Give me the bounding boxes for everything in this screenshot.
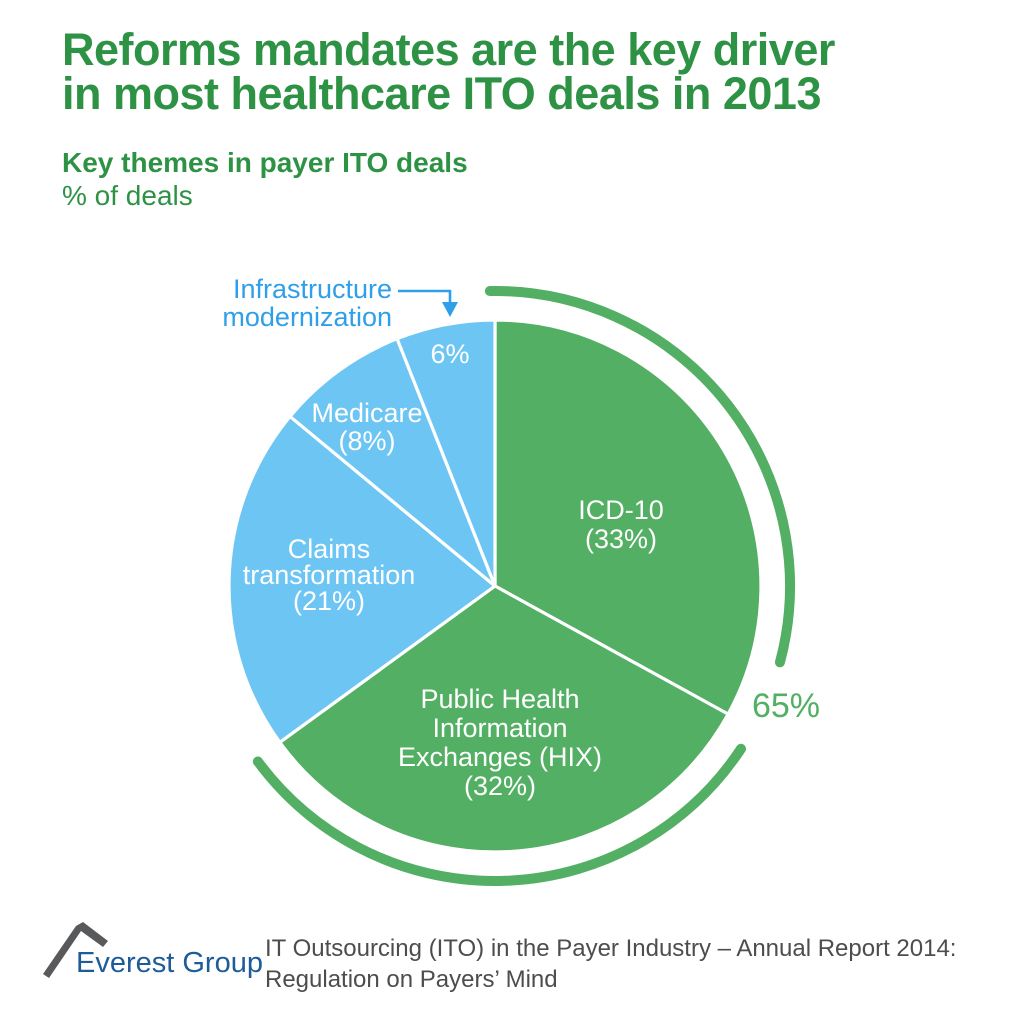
pie-slice-claims-transformation <box>227 414 497 744</box>
callout-label-infrastructure-modernization: Infrastructure modernization <box>222 274 392 332</box>
slice-label-infrastructure-modernization: 6% <box>430 339 469 369</box>
chart-subtitle: Key themes in payer ITO deals <box>62 147 468 178</box>
everest-group-logo: Everest Group <box>43 922 263 979</box>
callout-arrow-line <box>398 289 452 304</box>
highlight-arc-lower <box>252 743 746 886</box>
slice-label-medicare: Medicare (8%) <box>311 398 422 456</box>
pie-slice-icd-10 <box>493 318 763 716</box>
report-source-line1: IT Outsourcing (ITO) in the Payer Indust… <box>265 935 957 962</box>
highlight-arc-label: 65% <box>752 687 820 725</box>
highlight-arc-upper <box>484 286 795 668</box>
chart-unit-label: % of deals <box>62 180 193 211</box>
slice-label-public-health-information-exchanges-hix: Public Health Information Exchanges (HIX)(… <box>398 684 602 801</box>
callout-arrow-head-icon <box>442 302 458 317</box>
report-source-line2: Regulation on Payers’ Mind <box>265 966 558 993</box>
pie-slice-public-health-information-exchanges-hix <box>278 584 730 854</box>
pie-slice-medicare <box>288 337 497 588</box>
page-title: Reforms mandates are the key driver in m… <box>62 24 835 119</box>
mountain-peak-icon <box>43 922 108 978</box>
everest-logo-text: Everest Group <box>76 947 263 979</box>
slice-label-icd-10: ICD-10 (33%) <box>578 495 664 554</box>
slice-label-claims-transformation: Claims transformation (21%) <box>243 534 416 616</box>
report-source: IT Outsourcing (ITO) in the Payer Indust… <box>265 933 956 995</box>
pie-slice-infrastructure-modernization <box>395 318 497 588</box>
